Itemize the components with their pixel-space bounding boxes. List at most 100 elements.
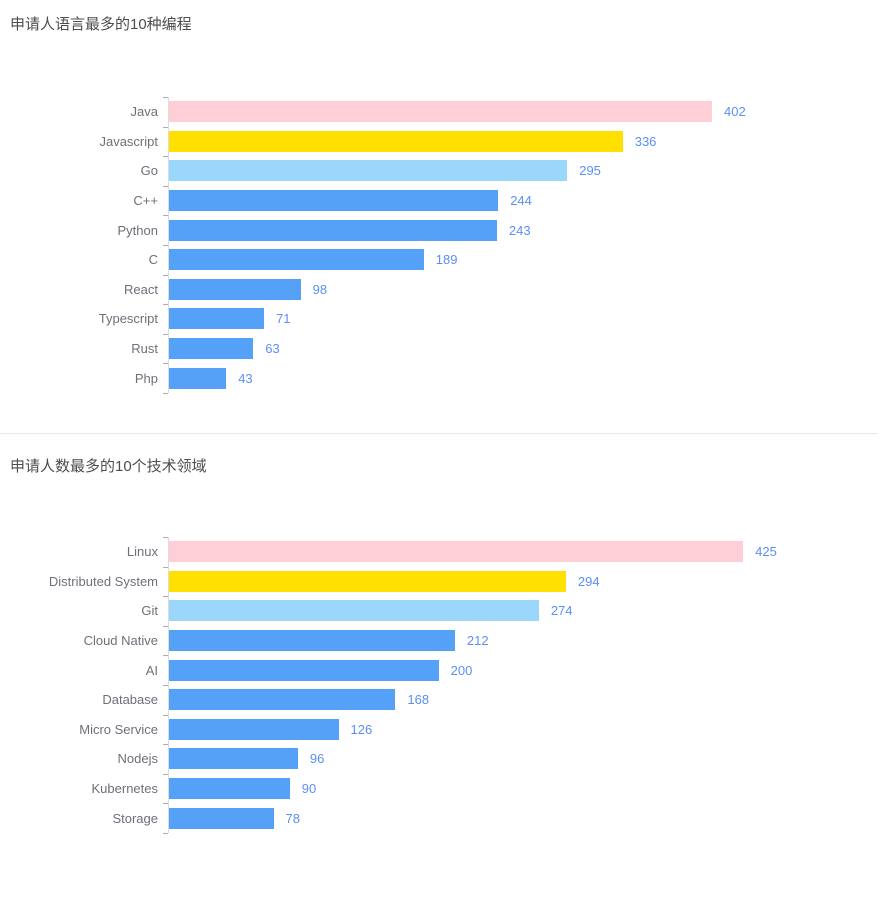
bar[interactable] bbox=[168, 689, 396, 711]
axis-tick bbox=[163, 393, 168, 394]
bar[interactable] bbox=[168, 160, 568, 182]
bar-track: 78 bbox=[168, 803, 777, 833]
category-label: Typescript bbox=[98, 311, 158, 327]
bar[interactable] bbox=[168, 278, 301, 300]
chart-rows: Java 402 Javascript 336 Go 295 C++ 244 Python 243… bbox=[0, 97, 881, 393]
bar-track: 425 bbox=[168, 537, 777, 567]
axis-tick bbox=[163, 156, 168, 158]
category-label: Go bbox=[140, 163, 158, 179]
value-label: 90 bbox=[301, 781, 317, 797]
chart-row: C++ 244 bbox=[0, 186, 881, 216]
chart-row: Cloud Native 212 bbox=[0, 626, 881, 656]
axis-tick bbox=[163, 744, 168, 746]
value-label: 98 bbox=[312, 281, 328, 297]
bar-track: 71 bbox=[168, 304, 777, 334]
chart-row: Database 168 bbox=[0, 685, 881, 715]
value-label: 336 bbox=[634, 133, 657, 149]
chart-row: Kubernetes 90 bbox=[0, 774, 881, 804]
bar[interactable] bbox=[168, 659, 439, 681]
category-label: Php bbox=[134, 370, 158, 386]
bar-track: 126 bbox=[168, 715, 777, 745]
value-label: 243 bbox=[508, 222, 531, 238]
value-label: 96 bbox=[309, 751, 325, 767]
category-label: Javascript bbox=[99, 133, 158, 149]
chart-row: Php 43 bbox=[0, 363, 881, 393]
chart-row: Linux 425 bbox=[0, 537, 881, 567]
category-label: Cloud Native bbox=[83, 633, 158, 649]
bar-track: 90 bbox=[168, 774, 777, 804]
bar[interactable] bbox=[168, 308, 265, 330]
bar[interactable] bbox=[168, 101, 713, 123]
section-divider bbox=[0, 433, 878, 434]
bar[interactable] bbox=[168, 367, 227, 389]
bar[interactable] bbox=[168, 249, 424, 271]
charts-page: 申请人语言最多的10种编程 Java 402 Javascript 336 Go 295 C… bbox=[0, 14, 881, 834]
category-label: Rust bbox=[131, 341, 158, 357]
value-label: 168 bbox=[407, 692, 430, 708]
axis-tick bbox=[163, 126, 168, 128]
bar[interactable] bbox=[168, 338, 254, 360]
value-label: 274 bbox=[550, 603, 573, 619]
bar[interactable] bbox=[168, 541, 744, 563]
bar[interactable] bbox=[168, 748, 298, 770]
axis-tick bbox=[163, 185, 168, 187]
chart-row: Java 402 bbox=[0, 97, 881, 127]
bar-track: 336 bbox=[168, 127, 777, 157]
bar[interactable] bbox=[168, 600, 539, 622]
axis-tick bbox=[163, 274, 168, 276]
category-label: Python bbox=[117, 222, 158, 238]
category-label: React bbox=[124, 281, 158, 297]
category-label: Storage bbox=[112, 810, 158, 826]
bar[interactable] bbox=[168, 219, 497, 241]
chart-title-tech-domains: 申请人数最多的10个技术领域 bbox=[10, 458, 207, 475]
bar[interactable] bbox=[168, 190, 499, 212]
bar[interactable] bbox=[168, 570, 566, 592]
chart-row: Storage 78 bbox=[0, 803, 881, 833]
axis-tick bbox=[163, 833, 168, 834]
bar[interactable] bbox=[168, 778, 290, 800]
value-label: 43 bbox=[238, 370, 253, 386]
chart-title-languages: 申请人语言最多的10种编程 bbox=[10, 16, 192, 33]
chart-row: Javascript 336 bbox=[0, 127, 881, 157]
value-label: 244 bbox=[510, 193, 532, 209]
bar-track: 244 bbox=[168, 186, 777, 216]
chart-row: React 98 bbox=[0, 275, 881, 305]
bar-track: 294 bbox=[168, 567, 777, 597]
bar-track: 402 bbox=[168, 97, 777, 127]
category-label: Git bbox=[141, 603, 158, 619]
chart-row: Python 243 bbox=[0, 215, 881, 245]
bar[interactable] bbox=[168, 630, 455, 652]
category-label: Java bbox=[130, 104, 158, 120]
bar[interactable] bbox=[168, 807, 274, 829]
y-axis-line bbox=[168, 537, 169, 833]
value-label: 295 bbox=[579, 163, 601, 179]
value-label: 425 bbox=[755, 544, 777, 560]
value-label: 212 bbox=[466, 633, 489, 649]
category-label: Nodejs bbox=[117, 751, 158, 767]
value-label: 294 bbox=[577, 573, 600, 589]
chart-row: Micro Service 126 bbox=[0, 715, 881, 745]
bar[interactable] bbox=[168, 718, 339, 740]
bar-chart-languages: Java 402 Javascript 336 Go 295 C++ 244 Python 243… bbox=[0, 97, 881, 394]
bar-track: 274 bbox=[168, 596, 777, 626]
axis-tick bbox=[163, 537, 168, 538]
value-label: 189 bbox=[435, 252, 458, 268]
chart-row: Distributed System 294 bbox=[0, 567, 881, 597]
bar[interactable] bbox=[168, 130, 623, 152]
axis-tick bbox=[163, 685, 168, 686]
bar-track: 168 bbox=[168, 685, 777, 715]
category-label: Linux bbox=[126, 544, 158, 560]
value-label: 402 bbox=[724, 104, 746, 120]
bar-track: 189 bbox=[168, 245, 777, 275]
chart-row: Git 274 bbox=[0, 596, 881, 626]
category-label: C++ bbox=[133, 193, 158, 209]
chart-section-tech-domains: 申请人数最多的10个技术领域 Linux 425 Distributed Syste… bbox=[0, 456, 881, 834]
chart-rows: Linux 425 Distributed System 294 Git 274 Cloud… bbox=[0, 537, 881, 833]
bar-track: 200 bbox=[168, 655, 777, 685]
axis-tick bbox=[163, 363, 168, 365]
value-label: 78 bbox=[285, 810, 301, 826]
axis-tick bbox=[163, 304, 168, 306]
chart-row: Go 295 bbox=[0, 156, 881, 186]
value-label: 63 bbox=[265, 341, 280, 357]
category-label: AI bbox=[145, 662, 158, 678]
